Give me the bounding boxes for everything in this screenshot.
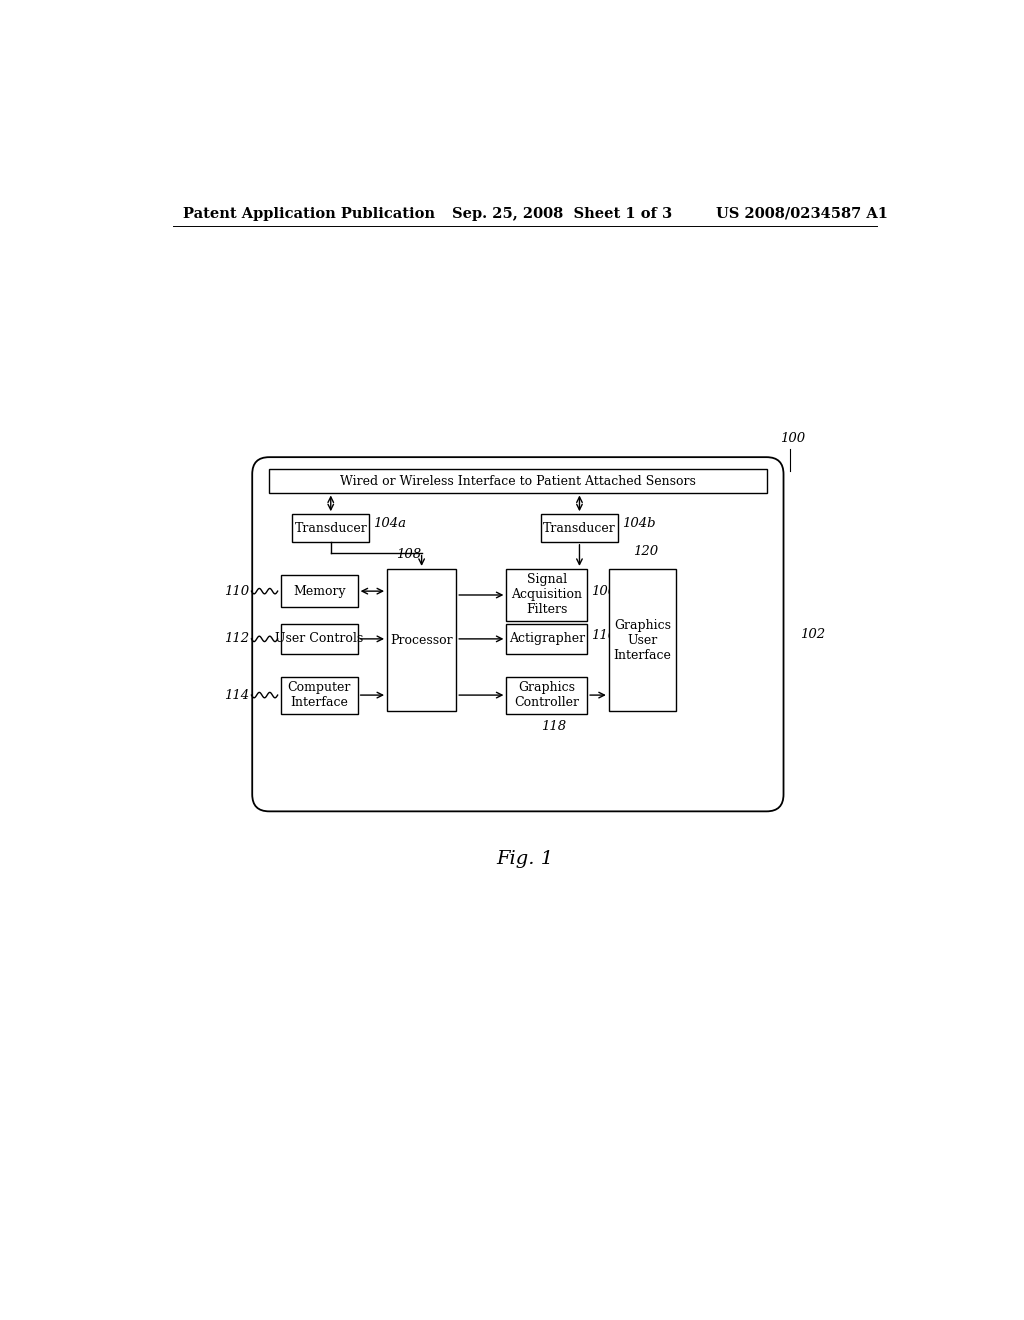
FancyBboxPatch shape [281,624,357,653]
Text: Processor: Processor [390,634,453,647]
Text: User Controls: User Controls [275,632,364,645]
FancyBboxPatch shape [506,624,587,653]
FancyBboxPatch shape [281,677,357,714]
Text: Patent Application Publication: Patent Application Publication [183,207,435,220]
FancyBboxPatch shape [387,569,457,711]
Text: US 2008/0234587 A1: US 2008/0234587 A1 [716,207,888,220]
FancyBboxPatch shape [269,470,767,492]
Text: 116: 116 [591,630,616,643]
FancyBboxPatch shape [506,677,587,714]
Text: 118: 118 [541,719,565,733]
Text: Computer
Interface: Computer Interface [288,681,351,709]
Text: 104a: 104a [373,517,407,529]
Text: Actigrapher: Actigrapher [509,632,585,645]
FancyBboxPatch shape [608,569,677,711]
Text: Signal
Acquisition
Filters: Signal Acquisition Filters [511,573,583,616]
Text: 106: 106 [591,585,616,598]
Text: 114: 114 [224,689,249,702]
Text: Wired or Wireless Interface to Patient Attached Sensors: Wired or Wireless Interface to Patient A… [340,474,695,487]
Text: Graphics
Controller: Graphics Controller [514,681,580,709]
Text: 120: 120 [634,545,658,558]
Text: Transducer: Transducer [294,521,368,535]
Text: 108: 108 [396,548,421,561]
Text: 102: 102 [801,628,825,640]
Text: Sep. 25, 2008  Sheet 1 of 3: Sep. 25, 2008 Sheet 1 of 3 [453,207,673,220]
Text: 110: 110 [224,585,249,598]
Text: 104b: 104b [622,517,655,529]
Text: Memory: Memory [293,585,345,598]
Text: 100: 100 [779,432,805,445]
FancyBboxPatch shape [541,515,617,543]
FancyBboxPatch shape [292,515,370,543]
FancyBboxPatch shape [281,576,357,607]
Text: Transducer: Transducer [543,521,615,535]
Text: 112: 112 [224,632,249,645]
FancyBboxPatch shape [506,569,587,622]
Text: Fig. 1: Fig. 1 [497,850,553,869]
Text: Graphics
User
Interface: Graphics User Interface [613,619,672,661]
